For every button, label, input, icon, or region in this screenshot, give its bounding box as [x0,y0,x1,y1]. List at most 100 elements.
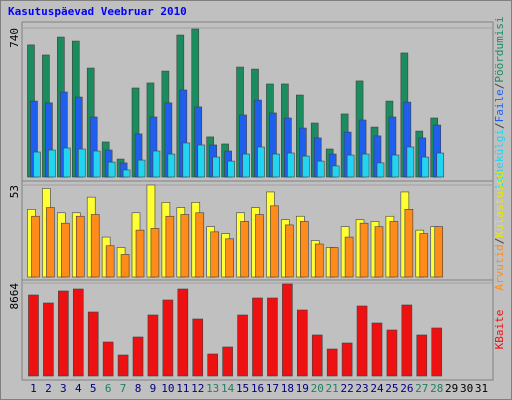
bar [421,156,430,178]
x-tick-label: 29 [445,382,458,395]
bar [210,231,219,278]
y-tick-label: 740 [8,28,21,48]
bar [197,144,206,178]
x-tick-label: 26 [400,382,413,395]
bar [177,288,189,377]
x-tick-label: 21 [326,382,339,395]
x-tick-label: 12 [191,382,204,395]
bar [329,247,339,278]
legend: Lehekülgi/Faile/Pöördumisi [493,16,506,188]
x-tick-label: 8 [135,382,142,395]
bar [287,152,295,178]
bar [87,311,99,377]
x-tick-label: 28 [430,382,443,395]
bar [416,334,428,377]
chart-title: Kasutuspäevad Veebruar 2010 [8,5,187,18]
x-tick-label: 20 [311,382,324,395]
x-tick-label: 1 [30,382,37,395]
x-tick-label: 2 [45,382,52,395]
bar [361,153,370,178]
bar [222,346,233,377]
legend-entry: Arvutid [493,244,506,290]
bar [404,209,414,278]
x-tick-label: 19 [296,382,309,395]
bar [102,341,114,377]
bar [316,160,325,178]
bar [391,154,400,178]
bar [257,146,265,178]
x-tick-label: 15 [236,382,249,395]
bar [31,215,40,278]
bar [48,149,56,178]
x-tick-label: 30 [460,382,473,395]
bar [135,229,145,278]
bar [314,243,324,278]
x-tick-label: 4 [75,382,82,395]
bar [63,147,71,178]
bar [117,354,129,377]
bar [434,226,444,278]
x-tick-label: 24 [370,382,384,395]
legend-entry: Pöördumisi [493,16,506,82]
bar [72,288,84,377]
x-tick-label: 9 [150,382,157,395]
legend-separator: / [493,238,506,245]
bar [267,297,278,377]
bar [195,212,205,278]
bar [419,233,429,278]
x-tick-label: 17 [266,382,279,395]
bar [436,152,445,178]
bar [401,304,413,377]
bar [356,305,368,377]
bar [252,297,263,377]
x-tick-label: 31 [475,382,488,395]
bar [302,155,310,178]
bar [344,236,354,278]
bar [389,221,399,278]
bar [167,153,176,178]
bar [165,215,175,278]
bar [162,299,174,377]
bar [192,318,204,377]
legend: KBaite [493,310,506,350]
bar [376,162,385,178]
bar [92,150,101,178]
x-tick-label: 13 [206,382,219,395]
bar [147,314,159,377]
bar [237,314,248,377]
x-tick-label: 11 [176,382,189,395]
bar [75,215,85,278]
x-tick-label: 27 [415,382,428,395]
bar [300,221,309,278]
bar [152,150,161,178]
x-tick-label: 22 [340,382,353,395]
legend-entry: Lehekülgi [493,129,506,189]
y-tick-label: 53 [8,185,21,198]
bar [282,283,293,377]
bar [255,214,264,278]
bar [374,226,384,278]
legend-separator: / [493,83,506,90]
bar [46,207,55,278]
y-tick-label: 8664 [8,283,21,310]
bar [58,290,69,377]
bar [225,238,234,278]
bar [132,336,144,377]
bar [182,142,191,178]
bar [90,214,100,278]
x-tick-label: 10 [161,382,174,395]
bar [406,146,415,178]
bar [311,334,323,377]
bar [105,245,115,278]
bar [431,327,443,377]
bar [120,254,130,278]
bar [77,148,86,178]
x-tick-label: 14 [221,382,235,395]
bar [359,222,369,278]
x-tick-label: 18 [281,382,294,395]
legend-entry: Külastused [493,171,506,237]
bar [272,153,280,178]
x-tick-label: 16 [251,382,264,395]
